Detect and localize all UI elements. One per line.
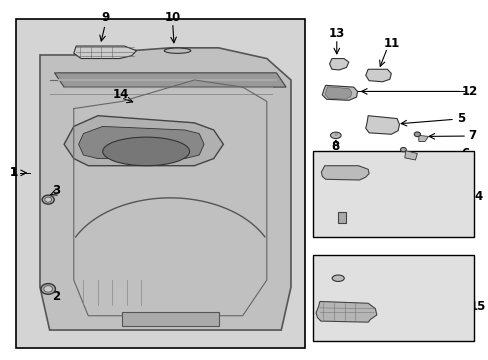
Ellipse shape bbox=[102, 137, 189, 166]
Polygon shape bbox=[64, 116, 223, 166]
Text: 16: 16 bbox=[330, 264, 346, 276]
Polygon shape bbox=[54, 73, 285, 87]
Polygon shape bbox=[365, 69, 390, 82]
Ellipse shape bbox=[41, 284, 55, 294]
Text: 6: 6 bbox=[461, 148, 469, 161]
Text: 8: 8 bbox=[331, 140, 339, 153]
Ellipse shape bbox=[164, 48, 190, 53]
Polygon shape bbox=[329, 59, 348, 70]
Text: 4: 4 bbox=[473, 190, 481, 203]
Text: 12: 12 bbox=[460, 85, 477, 98]
Text: 10: 10 bbox=[164, 11, 181, 24]
Text: 1: 1 bbox=[9, 166, 18, 179]
Polygon shape bbox=[325, 87, 351, 99]
Text: 5: 5 bbox=[456, 112, 464, 125]
Text: 3: 3 bbox=[52, 184, 60, 197]
Text: 9: 9 bbox=[101, 11, 109, 24]
Polygon shape bbox=[322, 85, 357, 100]
Ellipse shape bbox=[400, 148, 406, 152]
Ellipse shape bbox=[45, 197, 51, 202]
Ellipse shape bbox=[42, 195, 54, 204]
Text: 1: 1 bbox=[9, 166, 18, 179]
Ellipse shape bbox=[330, 132, 341, 139]
Polygon shape bbox=[40, 48, 290, 330]
Polygon shape bbox=[418, 135, 427, 141]
Polygon shape bbox=[404, 151, 417, 160]
Text: 14: 14 bbox=[113, 88, 129, 101]
Bar bbox=[16, 19, 305, 348]
Polygon shape bbox=[74, 46, 136, 59]
Bar bbox=[338, 212, 345, 223]
Text: 0: 0 bbox=[334, 133, 336, 138]
Polygon shape bbox=[365, 116, 399, 134]
Bar bbox=[312, 255, 473, 341]
Polygon shape bbox=[321, 166, 368, 180]
Text: 15: 15 bbox=[469, 300, 486, 313]
Ellipse shape bbox=[331, 275, 344, 282]
Ellipse shape bbox=[413, 132, 420, 136]
Bar bbox=[312, 152, 473, 237]
Bar bbox=[122, 312, 218, 327]
Text: 2: 2 bbox=[52, 289, 60, 303]
Polygon shape bbox=[315, 301, 376, 322]
Ellipse shape bbox=[44, 286, 52, 292]
Text: 7: 7 bbox=[467, 129, 475, 142]
Text: 13: 13 bbox=[328, 27, 344, 40]
Text: 11: 11 bbox=[384, 37, 400, 50]
Polygon shape bbox=[79, 126, 203, 158]
